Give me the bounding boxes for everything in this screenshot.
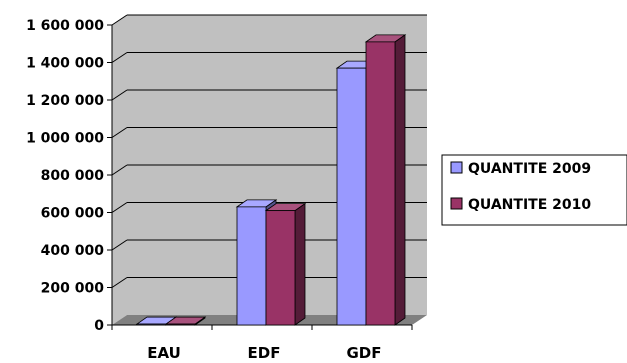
y-tick-label: 1 000 000 [26, 131, 104, 147]
y-tick-label: 400 000 [41, 243, 105, 259]
gridline-side [111, 239, 128, 251]
gridline-side [111, 89, 128, 101]
y-tick-label: 1 400 000 [26, 56, 104, 72]
bar-side-face [294, 202, 306, 326]
gridline-side [111, 202, 128, 213]
legend-box [441, 154, 627, 226]
legend-swatch [450, 161, 463, 174]
x-axis-labels: EAU EDF GDF [111, 325, 413, 362]
bar-front-face [365, 41, 396, 326]
bar-front-face [236, 206, 267, 326]
x-category-label: EAU [147, 344, 181, 362]
bar-front-face [165, 323, 196, 326]
gridline-side [111, 164, 128, 176]
y-axis-ticks: 0 200 000 400 000 600 000 800 000 1 000 000 1 … [26, 18, 112, 334]
y-tick-label: 1 600 000 [26, 18, 104, 34]
gridline-side [111, 52, 128, 63]
y-tick-label: 600 000 [41, 206, 105, 222]
bar-front-face [136, 323, 167, 326]
gridline-side [111, 14, 128, 26]
bar-eau-series-2 [164, 316, 207, 326]
bar-front-face [336, 67, 367, 326]
y-tick-label: 1 200 000 [26, 93, 104, 109]
gridline-side [111, 127, 128, 138]
bar-front-face [265, 210, 296, 326]
y-tick-label: 200 000 [41, 281, 105, 297]
x-category-label: EDF [248, 344, 281, 362]
bar-gdf-series-2 [364, 34, 407, 326]
legend-label: QUANTITE 2010 [468, 197, 591, 213]
bar-edf-series-2 [264, 202, 307, 326]
x-category-label: GDF [346, 344, 381, 362]
y-tick-label: 0 [94, 318, 104, 334]
bar-side-face [394, 34, 406, 326]
y-tick-label: 800 000 [41, 168, 105, 184]
legend-label: QUANTITE 2009 [468, 161, 591, 177]
gridline-side [111, 277, 128, 288]
bars [135, 34, 407, 326]
legend: QUANTITE 2009 QUANTITE 2010 [450, 161, 591, 213]
legend-swatch [450, 197, 463, 210]
